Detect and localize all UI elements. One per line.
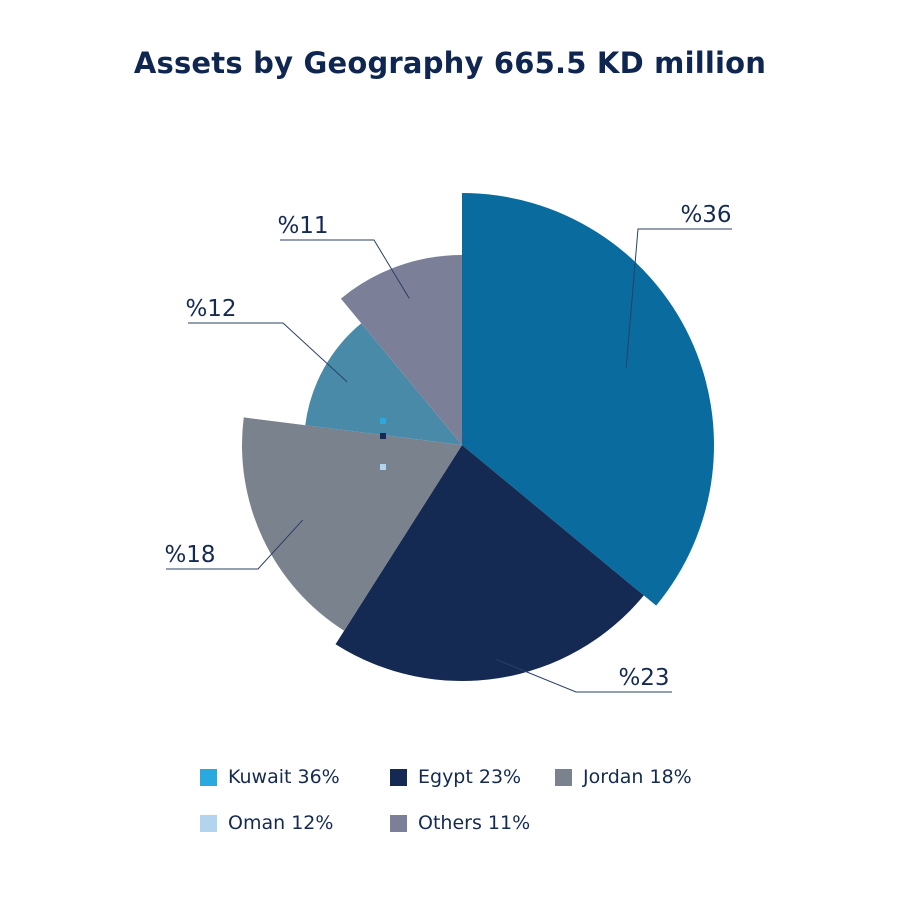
legend-item-others: Others 11%: [390, 812, 530, 834]
pie-slice-jordan: [242, 417, 462, 631]
legend-label-egypt: Egypt 23%: [418, 766, 522, 788]
legend-swatch-oman: [200, 814, 217, 832]
legend-swatch-egypt: [390, 768, 407, 786]
pie-slice-egypt: [335, 445, 644, 681]
decor-marker-0: [380, 418, 386, 424]
legend-label-jordan: Jordan 18%: [583, 766, 692, 788]
legend-item-jordan: Jordan 18%: [555, 766, 692, 788]
pie-slice-others: [340, 255, 462, 445]
legend-item-kuwait: Kuwait 36%: [200, 766, 340, 788]
leader-line-kuwait: [625, 228, 732, 368]
decor-marker-2: [380, 464, 386, 470]
legend-label-oman: Oman 12%: [228, 812, 334, 834]
data-label-kuwait: %36: [680, 202, 731, 228]
chart-title: Assets by Geography 665.5 KD million: [133, 46, 767, 80]
data-label-oman: %12: [185, 296, 236, 322]
legend-label-kuwait: Kuwait 36%: [228, 766, 340, 788]
leader-line-oman: [188, 322, 348, 383]
legend-swatch-others: [390, 814, 407, 832]
leader-line-others: [280, 239, 410, 299]
pie-slice-kuwait: [462, 193, 715, 606]
legend-label-others: Others 11%: [418, 812, 531, 834]
leader-line-jordan: [166, 519, 304, 570]
data-label-jordan: %18: [164, 542, 215, 568]
legend-swatch-jordan: [555, 768, 572, 786]
legend-swatch-kuwait: [200, 768, 217, 786]
data-label-others: %11: [277, 213, 328, 239]
leader-line-egypt: [495, 658, 672, 693]
pie-slice-oman: [305, 323, 462, 445]
data-label-egypt: %23: [618, 665, 669, 691]
legend-item-oman: Oman 12%: [200, 812, 333, 834]
legend-item-egypt: Egypt 23%: [390, 766, 521, 788]
decor-marker-1: [380, 433, 386, 439]
